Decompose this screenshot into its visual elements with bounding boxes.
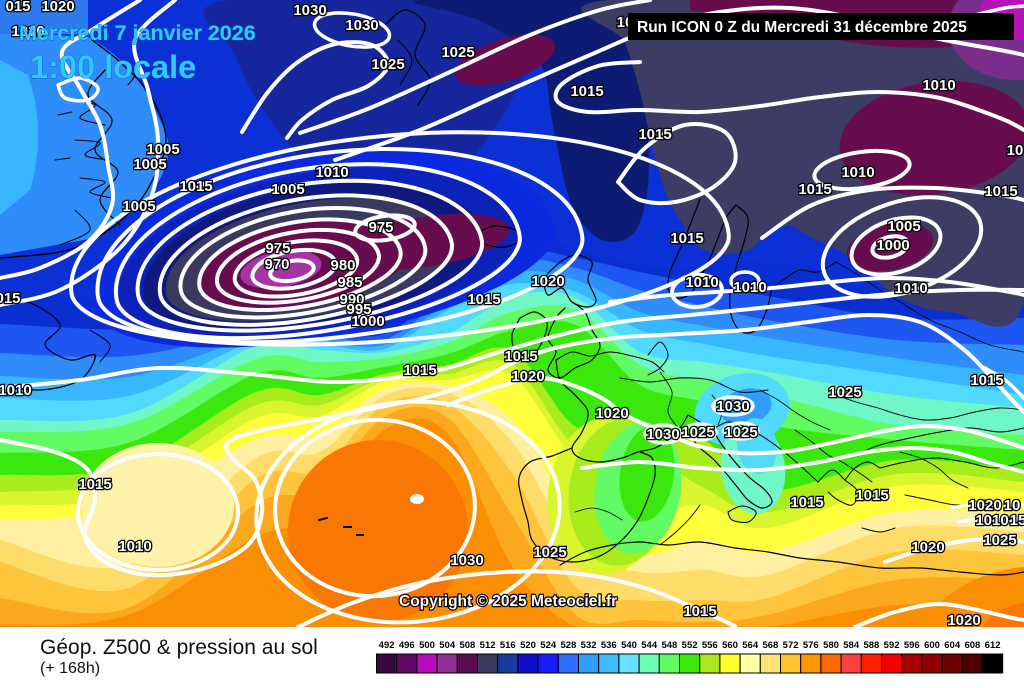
svg-text:604: 604 [944,640,961,651]
svg-text:1020: 1020 [41,0,74,15]
svg-text:1005: 1005 [133,156,166,173]
svg-text:1015: 1015 [570,83,603,100]
svg-text:552: 552 [682,640,698,651]
svg-text:556: 556 [702,640,718,651]
svg-text:1025: 1025 [371,56,404,73]
svg-text:1015: 1015 [670,230,703,247]
svg-text:596: 596 [904,640,920,651]
svg-text:572: 572 [783,640,799,651]
svg-text:1010: 1010 [841,164,874,181]
svg-text:1010: 1010 [922,77,955,94]
svg-text:1025: 1025 [533,544,566,561]
svg-text:588: 588 [863,640,879,651]
svg-text:600: 600 [924,640,940,651]
svg-text:1030: 1030 [293,2,326,19]
svg-text:536: 536 [601,640,617,651]
svg-text:1020: 1020 [595,405,628,422]
svg-text:1020: 1020 [947,612,980,629]
svg-text:1015: 1015 [504,348,537,365]
svg-text:568: 568 [762,640,778,651]
svg-text:1025: 1025 [724,424,757,441]
svg-text:612: 612 [985,640,1001,651]
svg-text:10: 10 [1004,497,1021,514]
svg-text:1:00 locale: 1:00 locale [30,49,196,85]
svg-text:1015: 1015 [790,494,823,511]
svg-text:1010: 1010 [11,23,44,40]
svg-text:584: 584 [843,640,860,651]
svg-text:592: 592 [884,640,900,651]
svg-text:492: 492 [379,640,395,651]
svg-text:500: 500 [419,640,435,651]
svg-text:1005: 1005 [122,198,155,215]
svg-text:508: 508 [459,640,475,651]
svg-text:608: 608 [964,640,980,651]
svg-text:980: 980 [330,257,355,274]
svg-text:1015: 1015 [78,476,111,493]
svg-text:1010: 1010 [118,538,151,555]
svg-text:Run ICON 0 Z du Mercredi 31 dé: Run ICON 0 Z du Mercredi 31 décembre 202… [637,19,967,36]
svg-text:1015: 1015 [638,126,671,143]
svg-text:Mercredi 7 janvier 2026: Mercredi 7 janvier 2026 [19,21,256,45]
svg-text:1020: 1020 [511,368,544,385]
svg-text:560: 560 [722,640,738,651]
svg-text:1020: 1020 [968,497,1001,514]
svg-text:1015: 1015 [798,181,831,198]
svg-text:1005: 1005 [887,218,920,235]
svg-text:540: 540 [621,640,637,651]
svg-text:1025: 1025 [828,384,861,401]
svg-text:975: 975 [265,240,290,257]
svg-text:1010: 1010 [975,512,1008,529]
svg-text:548: 548 [661,640,677,651]
svg-text:1015: 1015 [179,178,212,195]
svg-text:1015: 1015 [984,183,1017,200]
svg-text:524: 524 [540,640,557,651]
svg-text:1025: 1025 [441,44,474,61]
svg-text:Géop. Z500 & pression au sol: Géop. Z500 & pression au sol [40,636,318,659]
svg-text:564: 564 [742,640,759,651]
svg-text:504: 504 [439,640,456,651]
svg-text:995: 995 [346,301,371,318]
svg-text:576: 576 [803,640,819,651]
svg-text:Copyright © 2025 Meteociel.fr: Copyright © 2025 Meteociel.fr [399,593,617,610]
svg-text:516: 516 [500,640,516,651]
svg-text:580: 580 [823,640,839,651]
svg-text:1020: 1020 [531,273,564,290]
svg-text:1010: 1010 [733,279,766,296]
svg-text:015: 015 [5,0,30,15]
svg-text:985: 985 [337,274,362,291]
svg-text:520: 520 [520,640,536,651]
svg-text:1010: 1010 [315,164,348,181]
svg-text:1010: 1010 [685,274,718,291]
svg-text:10: 10 [1007,142,1024,159]
svg-text:1015: 1015 [467,291,500,308]
svg-text:532: 532 [581,640,597,651]
svg-text:528: 528 [560,640,576,651]
svg-text:1010: 1010 [0,382,32,399]
svg-text:1015: 1015 [403,362,436,379]
svg-text:1000: 1000 [351,313,384,330]
svg-text:1000: 1000 [876,237,909,254]
svg-text:544: 544 [641,640,658,651]
svg-text:512: 512 [480,640,496,651]
svg-text:1005: 1005 [146,141,179,158]
svg-text:970: 970 [264,256,289,273]
svg-text:1025: 1025 [681,424,714,441]
svg-text:1030: 1030 [646,426,679,443]
svg-text:1030: 1030 [345,17,378,34]
svg-text:15: 15 [1010,512,1024,529]
svg-text:015: 015 [0,290,21,307]
svg-text:1030: 1030 [450,552,483,569]
svg-text:975: 975 [368,219,393,236]
svg-text:1020: 1020 [911,539,944,556]
svg-text:1015: 1015 [970,372,1003,389]
svg-text:1015: 1015 [855,487,888,504]
svg-text:496: 496 [399,640,415,651]
svg-text:1010: 1010 [894,280,927,297]
svg-text:(+ 168h): (+ 168h) [40,660,100,677]
svg-text:1030: 1030 [716,398,749,415]
svg-text:1015: 1015 [683,603,716,620]
svg-text:990: 990 [339,291,364,308]
svg-text:1025: 1025 [983,532,1016,549]
svg-text:1005: 1005 [271,181,304,198]
